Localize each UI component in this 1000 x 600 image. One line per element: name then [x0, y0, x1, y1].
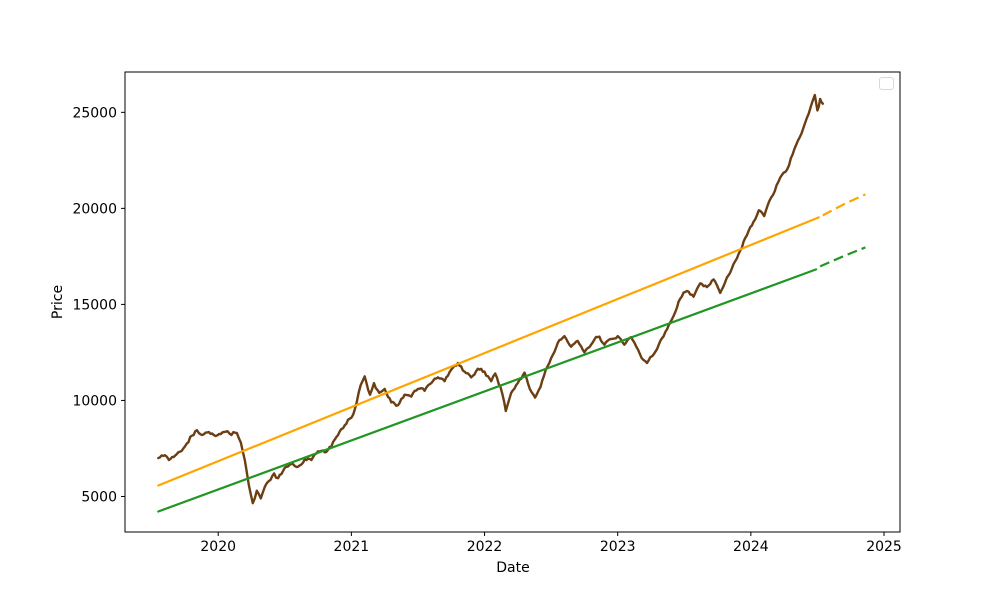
- upper-trend-forecast-line: [822, 193, 866, 217]
- y-tick-label: 25000: [72, 105, 117, 121]
- x-tick-label: 2023: [600, 539, 636, 555]
- x-tick-label: 2020: [200, 539, 236, 555]
- y-tick-label: 15000: [72, 297, 117, 313]
- price-line: [157, 93, 824, 505]
- y-tick-label: 20000: [72, 201, 117, 217]
- y-tick-label: 10000: [72, 393, 117, 409]
- lower-trend-forecast-line: [819, 246, 866, 268]
- y-tick-label: 5000: [81, 489, 117, 505]
- plot-border: [124, 71, 901, 533]
- x-tick-label: 2022: [467, 539, 503, 555]
- x-axis-label: Date: [496, 560, 530, 576]
- x-tick-label: 2025: [866, 539, 902, 555]
- legend-box: [879, 77, 894, 90]
- lower-trend-line: [157, 268, 818, 513]
- x-tick-label: 2021: [334, 539, 370, 555]
- y-axis-label: Price: [50, 284, 66, 320]
- upper-trend-line: [157, 216, 820, 487]
- x-tick-label: 2024: [733, 539, 769, 555]
